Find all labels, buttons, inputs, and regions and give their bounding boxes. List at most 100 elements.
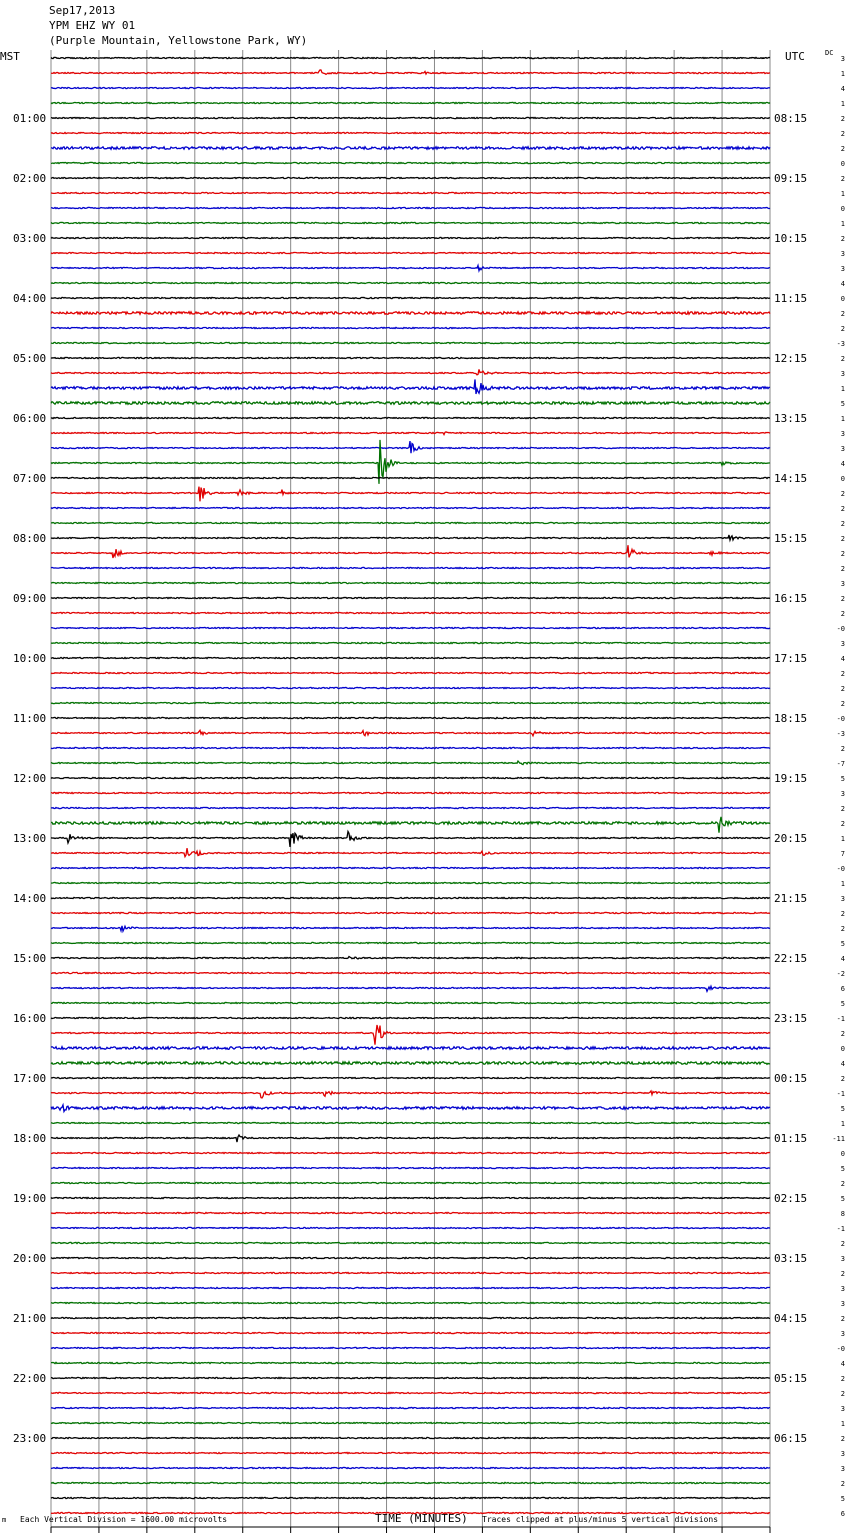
- dc-offset-label: 0: [841, 1045, 845, 1053]
- trace-row: [50, 1102, 771, 1114]
- trace-row: [50, 281, 771, 285]
- dc-offset-label: 3: [841, 265, 845, 273]
- utc-tick-label: 18:15: [774, 712, 807, 725]
- trace-row: [50, 341, 771, 345]
- dc-offset-label: 4: [841, 1360, 845, 1368]
- dc-offset-label: 2: [841, 235, 845, 243]
- trace-row: [50, 1181, 771, 1185]
- dc-offset-label: 3: [841, 250, 845, 258]
- trace-row: [50, 1001, 771, 1005]
- trace-row: [50, 641, 771, 645]
- trace-row: [50, 1496, 771, 1500]
- dc-offset-label: 4: [841, 955, 845, 963]
- mst-tick-label: 11:00: [13, 712, 46, 725]
- trace-row: [50, 379, 771, 395]
- mst-tick-label: 10:00: [13, 652, 46, 665]
- dc-offset-label: -1: [837, 1090, 845, 1098]
- trace-row: [50, 369, 771, 376]
- dc-offset-label: 3: [841, 1330, 845, 1338]
- trace-row: [50, 101, 771, 105]
- dc-offset-label: 2: [841, 130, 845, 138]
- mst-axis-label: MST: [0, 50, 20, 63]
- dc-offset-label: 2: [841, 1480, 845, 1488]
- trace-row: [50, 1376, 771, 1380]
- trace-row: [50, 924, 771, 934]
- mst-tick-label: 05:00: [13, 352, 46, 365]
- dc-offset-label: 2: [841, 355, 845, 363]
- trace-row: [50, 131, 771, 135]
- trace-row: [50, 1226, 771, 1230]
- trace-row: [50, 116, 771, 120]
- mst-tick-label: 15:00: [13, 952, 46, 965]
- trace-row: [50, 506, 771, 510]
- dc-offset-label: 5: [841, 1105, 845, 1113]
- mst-tick-label: 18:00: [13, 1132, 46, 1145]
- trace-row: [50, 759, 771, 766]
- trace-row: [50, 1466, 771, 1470]
- dc-offset-label: -0: [837, 715, 845, 723]
- trace-row: [50, 1211, 771, 1215]
- trace-row: [50, 1060, 771, 1066]
- trace-row: [50, 848, 771, 859]
- trace-row: [50, 416, 771, 420]
- dc-offset-label: 0: [841, 160, 845, 168]
- dc-offset-label: 3: [841, 1255, 845, 1263]
- dc-offset-label: 1: [841, 190, 845, 198]
- dc-offset-label: 2: [841, 1435, 845, 1443]
- trace-row: [50, 431, 771, 436]
- dc-offset-label: 4: [841, 655, 845, 663]
- trace-row: [50, 1024, 771, 1045]
- mst-tick-label: 06:00: [13, 412, 46, 425]
- trace-row: [50, 1045, 771, 1051]
- dc-offset-label: -0: [837, 865, 845, 873]
- dc-offset-label: 1: [841, 1420, 845, 1428]
- trace-row: [50, 656, 771, 660]
- dc-offset-label: 1: [841, 415, 845, 423]
- trace-row: [50, 236, 771, 240]
- trace-row: [50, 701, 771, 705]
- dc-offset-label: 2: [841, 115, 845, 123]
- trace-row: [50, 984, 771, 994]
- trace-row: [50, 806, 771, 810]
- trace-row: [50, 728, 771, 738]
- mst-tick-label: 03:00: [13, 232, 46, 245]
- trace-row: [50, 296, 771, 300]
- dc-offset-label: 5: [841, 775, 845, 783]
- dc-offset-label: 3: [841, 1300, 845, 1308]
- trace-row: [50, 716, 771, 720]
- trace-row: [50, 1166, 771, 1170]
- trace-row: [50, 1331, 771, 1335]
- trace-row: [50, 1421, 771, 1425]
- dc-offset-label: 2: [841, 1270, 845, 1278]
- trace-row: [50, 86, 771, 90]
- trace-row: [50, 486, 771, 502]
- dc-offset-label: -3: [837, 340, 845, 348]
- dc-offset-label: -7: [837, 760, 845, 768]
- utc-tick-label: 05:15: [774, 1372, 807, 1385]
- utc-tick-label: 06:15: [774, 1432, 807, 1445]
- trace-row: [50, 206, 771, 210]
- dc-offset-label: 2: [841, 325, 845, 333]
- trace-row: [50, 1121, 771, 1125]
- scale-note: Each Vertical Division = 1600.00 microvo…: [20, 1515, 228, 1524]
- mst-tick-label: 08:00: [13, 532, 46, 545]
- dc-offset-label: 2: [841, 820, 845, 828]
- dc-offset-label: 1: [841, 100, 845, 108]
- trace-row: [50, 971, 771, 975]
- dc-offset-label: 2: [841, 1375, 845, 1383]
- trace-row: [50, 251, 771, 255]
- dc-offset-label: 2: [841, 1075, 845, 1083]
- dc-offset-label: 6: [841, 1510, 845, 1518]
- dc-offset-label: 3: [841, 445, 845, 453]
- trace-row: [50, 1346, 771, 1350]
- trace-row: [50, 746, 771, 750]
- dc-offset-label: 0: [841, 1150, 845, 1158]
- utc-tick-label: 20:15: [774, 832, 807, 845]
- trace-row: [50, 545, 771, 559]
- utc-tick-label: 13:15: [774, 412, 807, 425]
- dc-offset-label: -2: [837, 970, 845, 978]
- dc-offset-label: -3: [837, 730, 845, 738]
- utc-tick-label: 23:15: [774, 1012, 807, 1025]
- dc-offset-label: 2: [841, 310, 845, 318]
- trace-row: [50, 686, 771, 690]
